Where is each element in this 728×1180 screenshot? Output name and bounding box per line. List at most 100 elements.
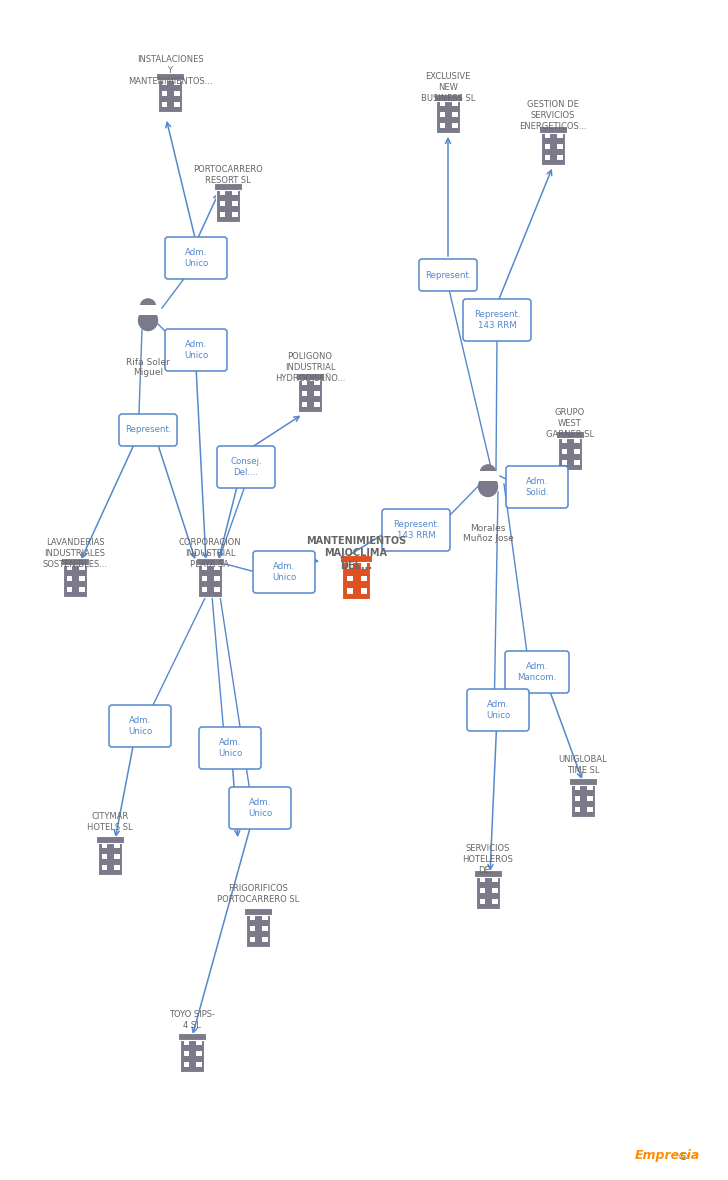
FancyBboxPatch shape: [475, 876, 500, 909]
Text: Morales
Muñoz Jose: Morales Muñoz Jose: [462, 524, 513, 544]
FancyBboxPatch shape: [114, 844, 119, 848]
FancyBboxPatch shape: [506, 466, 568, 509]
FancyBboxPatch shape: [556, 431, 584, 438]
FancyBboxPatch shape: [162, 103, 167, 107]
FancyBboxPatch shape: [63, 564, 87, 597]
Circle shape: [480, 464, 496, 481]
FancyBboxPatch shape: [452, 112, 458, 117]
FancyBboxPatch shape: [220, 212, 226, 217]
FancyBboxPatch shape: [347, 563, 353, 569]
FancyBboxPatch shape: [102, 865, 108, 871]
FancyBboxPatch shape: [347, 589, 353, 594]
FancyBboxPatch shape: [253, 551, 315, 594]
Text: Adm.
Unico: Adm. Unico: [272, 562, 296, 582]
FancyBboxPatch shape: [183, 1062, 189, 1067]
FancyBboxPatch shape: [79, 588, 84, 592]
FancyBboxPatch shape: [545, 133, 550, 138]
FancyBboxPatch shape: [440, 112, 446, 117]
FancyBboxPatch shape: [61, 558, 89, 564]
FancyBboxPatch shape: [67, 565, 72, 570]
FancyBboxPatch shape: [298, 379, 323, 412]
Ellipse shape: [478, 476, 498, 497]
Text: Adm.
Unico: Adm. Unico: [184, 248, 208, 268]
FancyBboxPatch shape: [162, 91, 167, 97]
FancyBboxPatch shape: [314, 392, 320, 396]
Text: Represent.
143 RRM: Represent. 143 RRM: [474, 310, 521, 330]
FancyBboxPatch shape: [196, 1051, 202, 1056]
FancyBboxPatch shape: [575, 786, 580, 791]
FancyBboxPatch shape: [558, 437, 582, 470]
FancyBboxPatch shape: [545, 156, 550, 160]
FancyBboxPatch shape: [199, 727, 261, 769]
FancyBboxPatch shape: [360, 563, 367, 569]
FancyBboxPatch shape: [180, 1038, 205, 1071]
Text: Adm.
Unico: Adm. Unico: [184, 340, 208, 360]
Text: Adm.
Solid.: Adm. Solid.: [525, 477, 549, 497]
FancyBboxPatch shape: [196, 1062, 202, 1067]
FancyBboxPatch shape: [220, 202, 226, 206]
FancyBboxPatch shape: [250, 916, 256, 920]
FancyBboxPatch shape: [562, 460, 567, 465]
FancyBboxPatch shape: [183, 1041, 189, 1045]
FancyBboxPatch shape: [314, 402, 320, 407]
FancyBboxPatch shape: [452, 101, 458, 106]
FancyBboxPatch shape: [434, 94, 462, 100]
FancyBboxPatch shape: [217, 446, 275, 489]
Text: LAVANDERIAS
INDUSTRIALES
SOSTENIBLES...: LAVANDERIAS INDUSTRIALES SOSTENIBLES...: [42, 538, 108, 569]
FancyBboxPatch shape: [246, 913, 270, 946]
FancyBboxPatch shape: [562, 438, 567, 444]
FancyBboxPatch shape: [174, 91, 180, 97]
FancyBboxPatch shape: [232, 190, 238, 195]
FancyBboxPatch shape: [250, 937, 256, 943]
FancyBboxPatch shape: [109, 704, 171, 747]
FancyBboxPatch shape: [587, 796, 593, 801]
Text: INSTALACIONES
Y
MANTENIMIENTOS...: INSTALACIONES Y MANTENIMIENTOS...: [127, 55, 213, 86]
FancyBboxPatch shape: [574, 450, 579, 454]
FancyBboxPatch shape: [360, 576, 367, 582]
FancyBboxPatch shape: [452, 124, 458, 129]
FancyBboxPatch shape: [138, 306, 159, 315]
FancyBboxPatch shape: [232, 212, 238, 217]
FancyBboxPatch shape: [360, 589, 367, 594]
FancyBboxPatch shape: [262, 926, 268, 931]
FancyBboxPatch shape: [67, 588, 72, 592]
FancyBboxPatch shape: [574, 438, 579, 444]
FancyBboxPatch shape: [96, 835, 124, 843]
FancyBboxPatch shape: [440, 101, 446, 106]
FancyBboxPatch shape: [575, 796, 580, 801]
FancyBboxPatch shape: [102, 854, 108, 859]
FancyBboxPatch shape: [587, 807, 593, 812]
Circle shape: [140, 299, 157, 315]
FancyBboxPatch shape: [79, 576, 84, 582]
FancyBboxPatch shape: [183, 1051, 189, 1056]
FancyBboxPatch shape: [492, 877, 498, 883]
FancyBboxPatch shape: [214, 588, 220, 592]
FancyBboxPatch shape: [196, 1041, 202, 1045]
FancyBboxPatch shape: [156, 73, 184, 79]
FancyBboxPatch shape: [541, 131, 566, 164]
Text: Adm.
Unico: Adm. Unico: [486, 700, 510, 720]
FancyBboxPatch shape: [435, 99, 460, 132]
FancyBboxPatch shape: [419, 258, 477, 291]
FancyBboxPatch shape: [562, 450, 567, 454]
FancyBboxPatch shape: [202, 588, 207, 592]
FancyBboxPatch shape: [545, 144, 550, 149]
FancyBboxPatch shape: [587, 786, 593, 791]
FancyBboxPatch shape: [114, 854, 119, 859]
FancyBboxPatch shape: [215, 189, 240, 222]
FancyBboxPatch shape: [67, 576, 72, 582]
Text: Represent.: Represent.: [124, 426, 171, 434]
FancyBboxPatch shape: [165, 329, 227, 371]
Text: Rifa Soler
Miguel: Rifa Soler Miguel: [126, 358, 170, 378]
FancyBboxPatch shape: [232, 202, 238, 206]
FancyBboxPatch shape: [214, 565, 220, 570]
FancyBboxPatch shape: [539, 126, 567, 132]
FancyBboxPatch shape: [174, 80, 180, 85]
FancyBboxPatch shape: [158, 79, 182, 111]
FancyBboxPatch shape: [262, 916, 268, 920]
Text: Adm.
Unico: Adm. Unico: [248, 798, 272, 818]
Text: Adm.
Unico: Adm. Unico: [128, 716, 152, 736]
FancyBboxPatch shape: [229, 787, 291, 830]
FancyBboxPatch shape: [196, 558, 224, 564]
FancyBboxPatch shape: [114, 865, 119, 871]
